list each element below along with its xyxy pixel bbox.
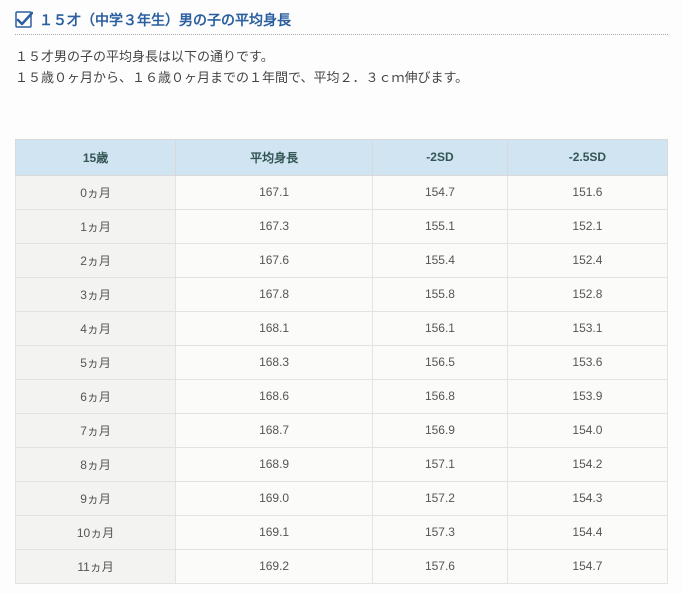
cell-2sd: 155.8	[373, 277, 508, 311]
cell-2sd: 157.2	[373, 481, 508, 515]
col-avg-header: 平均身長	[176, 139, 373, 175]
cell-avg: 167.8	[176, 277, 373, 311]
title-separator	[15, 34, 668, 35]
table-row: 11ヵ月169.2157.6154.7	[16, 549, 668, 583]
cell-25sd: 153.9	[507, 379, 667, 413]
cell-month: 8ヵ月	[16, 447, 176, 481]
cell-2sd: 156.1	[373, 311, 508, 345]
cell-2sd: 154.7	[373, 175, 508, 209]
cell-avg: 168.6	[176, 379, 373, 413]
cell-avg: 168.1	[176, 311, 373, 345]
cell-month: 0ヵ月	[16, 175, 176, 209]
cell-2sd: 157.3	[373, 515, 508, 549]
table-row: 10ヵ月169.1157.3154.4	[16, 515, 668, 549]
cell-2sd: 156.9	[373, 413, 508, 447]
check-icon	[15, 11, 33, 29]
cell-25sd: 154.4	[507, 515, 667, 549]
col-25sd-header: -2.5SD	[507, 139, 667, 175]
cell-month: 11ヵ月	[16, 549, 176, 583]
cell-avg: 168.7	[176, 413, 373, 447]
cell-month: 6ヵ月	[16, 379, 176, 413]
table-row: 7ヵ月168.7156.9154.0	[16, 413, 668, 447]
page-title: １５才（中学３年生）男の子の平均身長	[39, 10, 291, 30]
cell-month: 3ヵ月	[16, 277, 176, 311]
table-row: 1ヵ月167.3155.1152.1	[16, 209, 668, 243]
table-row: 3ヵ月167.8155.8152.8	[16, 277, 668, 311]
cell-avg: 167.3	[176, 209, 373, 243]
cell-25sd: 153.6	[507, 345, 667, 379]
cell-25sd: 152.4	[507, 243, 667, 277]
cell-25sd: 152.1	[507, 209, 667, 243]
cell-avg: 168.3	[176, 345, 373, 379]
cell-25sd: 154.0	[507, 413, 667, 447]
cell-month: 1ヵ月	[16, 209, 176, 243]
cell-avg: 167.1	[176, 175, 373, 209]
cell-avg: 169.2	[176, 549, 373, 583]
intro-line-2: １５歳０ヶ月から、１６歳０ヶ月までの１年間で、平均２．３ｃｍ伸びます。	[15, 68, 668, 89]
height-table-wrap: 15歳 平均身長 -2SD -2.5SD 0ヵ月167.1154.7151.61…	[15, 139, 668, 584]
cell-2sd: 155.1	[373, 209, 508, 243]
cell-avg: 167.6	[176, 243, 373, 277]
cell-avg: 168.9	[176, 447, 373, 481]
cell-25sd: 153.1	[507, 311, 667, 345]
intro-line-1: １５才男の子の平均身長は以下の通りです。	[15, 47, 668, 68]
cell-month: 2ヵ月	[16, 243, 176, 277]
height-table: 15歳 平均身長 -2SD -2.5SD 0ヵ月167.1154.7151.61…	[15, 139, 668, 584]
table-row: 5ヵ月168.3156.5153.6	[16, 345, 668, 379]
cell-avg: 169.0	[176, 481, 373, 515]
table-header-row: 15歳 平均身長 -2SD -2.5SD	[16, 139, 668, 175]
cell-25sd: 151.6	[507, 175, 667, 209]
cell-25sd: 154.3	[507, 481, 667, 515]
col-age-header: 15歳	[16, 139, 176, 175]
cell-month: 5ヵ月	[16, 345, 176, 379]
intro-block: １５才男の子の平均身長は以下の通りです。 １５歳０ヶ月から、１６歳０ヶ月までの１…	[15, 47, 668, 89]
cell-2sd: 155.4	[373, 243, 508, 277]
cell-2sd: 157.6	[373, 549, 508, 583]
page-title-row: １５才（中学３年生）男の子の平均身長	[15, 10, 668, 30]
cell-month: 9ヵ月	[16, 481, 176, 515]
cell-2sd: 157.1	[373, 447, 508, 481]
table-row: 6ヵ月168.6156.8153.9	[16, 379, 668, 413]
cell-2sd: 156.8	[373, 379, 508, 413]
table-row: 9ヵ月169.0157.2154.3	[16, 481, 668, 515]
cell-25sd: 154.7	[507, 549, 667, 583]
cell-month: 7ヵ月	[16, 413, 176, 447]
cell-month: 10ヵ月	[16, 515, 176, 549]
cell-2sd: 156.5	[373, 345, 508, 379]
table-row: 8ヵ月168.9157.1154.2	[16, 447, 668, 481]
table-row: 2ヵ月167.6155.4152.4	[16, 243, 668, 277]
cell-avg: 169.1	[176, 515, 373, 549]
table-row: 0ヵ月167.1154.7151.6	[16, 175, 668, 209]
col-2sd-header: -2SD	[373, 139, 508, 175]
cell-month: 4ヵ月	[16, 311, 176, 345]
cell-25sd: 152.8	[507, 277, 667, 311]
cell-25sd: 154.2	[507, 447, 667, 481]
table-row: 4ヵ月168.1156.1153.1	[16, 311, 668, 345]
